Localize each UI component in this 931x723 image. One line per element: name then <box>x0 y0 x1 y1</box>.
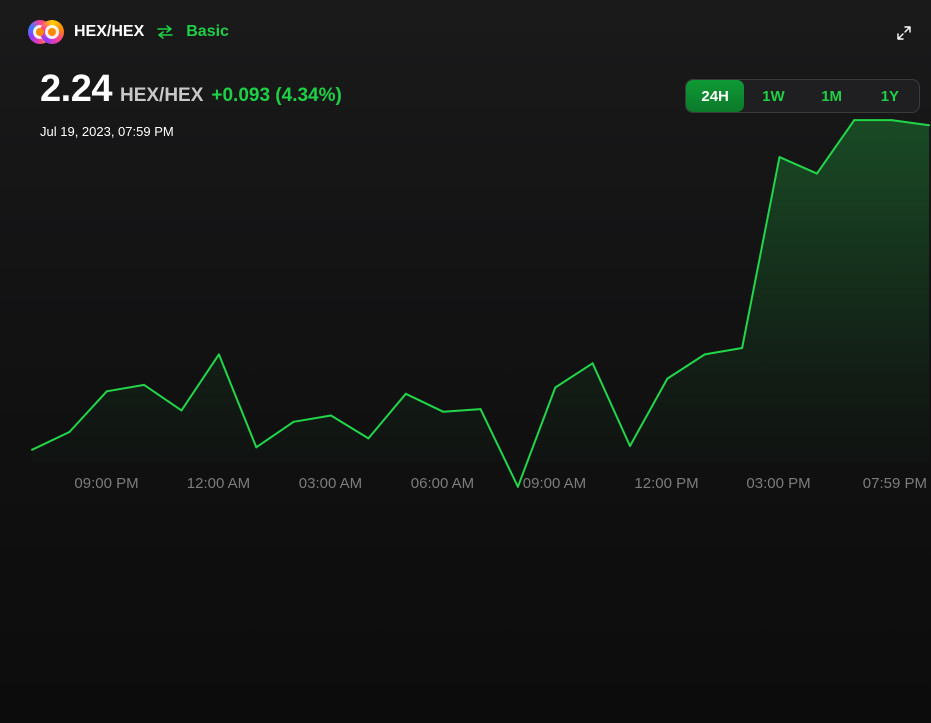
swap-arrows-icon[interactable] <box>156 25 174 39</box>
x-axis-tick-label: 06:00 AM <box>411 475 474 492</box>
header: HEX/HEX Basic <box>28 18 229 46</box>
chart-area-fill <box>32 120 929 487</box>
chart-point <box>330 414 332 417</box>
x-axis-tick-label: 07:59 PM <box>863 475 927 492</box>
x-axis-tick-label: 09:00 AM <box>523 475 586 492</box>
price-unit: HEX/HEX <box>119 85 204 106</box>
chart-point <box>815 172 818 175</box>
chart-point <box>442 410 445 413</box>
x-axis-tick-label: 09:00 PM <box>74 475 138 492</box>
chart-point <box>591 362 594 365</box>
chart-point <box>367 437 370 440</box>
time-range-selector: 24H 1W 1M 1Y <box>685 79 920 113</box>
chart-point <box>479 408 482 411</box>
chart-point <box>666 377 669 380</box>
mode-toggle[interactable]: Basic <box>186 23 229 40</box>
chart-point <box>554 386 557 389</box>
chart-point <box>255 446 258 449</box>
chart-point <box>31 448 33 451</box>
expand-icon[interactable] <box>897 26 911 40</box>
chart-point <box>292 420 295 423</box>
price-timestamp: Jul 19, 2023, 07:59 PM <box>40 124 174 139</box>
x-axis-tick-label: 03:00 AM <box>299 475 362 492</box>
chart-point <box>68 431 71 433</box>
chart-point <box>629 445 631 447</box>
chart-point <box>890 119 893 122</box>
range-button-1y[interactable]: 1Y <box>880 87 900 105</box>
price-chart: 09:00 PM 12:00 AM 03:00 AM 06:00 AM 09:00 AM… <box>31 119 930 492</box>
chart-point <box>143 383 146 386</box>
chart-point <box>516 485 519 488</box>
range-button-24h[interactable]: 24H <box>686 80 745 112</box>
x-axis-tick-label: 12:00 PM <box>634 475 698 492</box>
current-price: 2.24 <box>40 68 112 110</box>
chart-point <box>703 353 706 356</box>
chart-point <box>853 119 856 122</box>
x-axis-tick-label: 03:00 PM <box>746 475 810 492</box>
chart-point <box>180 409 183 412</box>
range-button-1m[interactable]: 1M <box>821 87 843 105</box>
price-change: +0.093 (4.34%) <box>211 85 342 106</box>
range-button-1w[interactable]: 1W <box>762 87 785 105</box>
chart-point <box>217 353 220 356</box>
chart-point <box>105 390 108 393</box>
chart-point <box>741 347 744 349</box>
hex-logo-icon <box>28 18 66 46</box>
price-row: 2.24 HEX/HEX +0.093 (4.34%) <box>40 68 342 111</box>
chart-point <box>928 124 930 127</box>
chart-point <box>404 392 407 395</box>
x-axis-tick-label: 12:00 AM <box>187 475 250 492</box>
pair-name: HEX/HEX <box>74 23 145 40</box>
chart-point <box>778 156 781 159</box>
